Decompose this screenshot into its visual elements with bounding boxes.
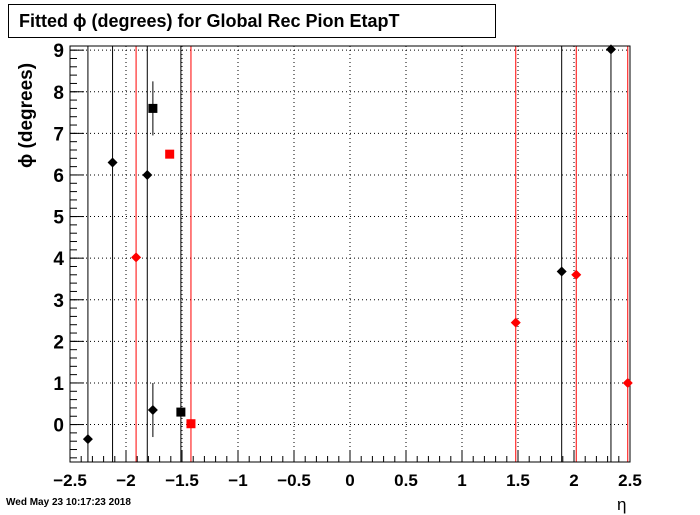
data-markers xyxy=(82,44,633,445)
timestamp: Wed May 23 10:17:23 2018 xyxy=(6,497,131,508)
y-axis-label: ϕ (degrees) xyxy=(16,62,37,168)
x-tick-label: 2 xyxy=(569,471,578,490)
y-tick-label: 5 xyxy=(53,208,64,229)
x-tick-label: 0 xyxy=(345,471,354,490)
diamond-marker xyxy=(556,266,567,277)
y-tick-label: 0 xyxy=(53,416,64,437)
x-tick-label: −1.5 xyxy=(165,471,199,490)
diamond-marker xyxy=(147,405,158,415)
diamond-marker xyxy=(131,252,142,263)
x-tick-label: 0.5 xyxy=(394,471,418,490)
x-tick-label: −2 xyxy=(116,471,135,490)
y-tick-label: 4 xyxy=(53,249,64,270)
square-marker xyxy=(176,407,186,417)
diamond-marker xyxy=(605,44,616,55)
y-tick-label: 6 xyxy=(53,166,64,187)
y-tick-label: 1 xyxy=(53,374,64,395)
error-lines xyxy=(87,46,629,462)
x-tick-label: 1.5 xyxy=(506,471,530,490)
x-tick-label: −1 xyxy=(228,471,247,490)
diamond-marker xyxy=(622,377,633,388)
diamond-marker xyxy=(571,269,582,280)
square-marker xyxy=(186,419,196,429)
diamond-marker xyxy=(107,157,118,168)
y-tick-label: 2 xyxy=(53,332,64,353)
chart-title: Fitted ϕ (degrees) for Global Rec Pion E… xyxy=(8,4,496,38)
diamond-marker xyxy=(142,169,153,180)
axis-ticks xyxy=(69,49,631,462)
grid xyxy=(70,46,630,462)
y-tick-label: 7 xyxy=(53,124,64,145)
diamond-marker xyxy=(510,317,521,328)
x-axis-label: η xyxy=(617,495,627,514)
y-tick-label: 8 xyxy=(53,83,64,104)
y-tick-label: 9 xyxy=(53,41,64,62)
x-tick-label: −2.5 xyxy=(53,471,87,490)
square-marker xyxy=(165,149,175,159)
y-tick-label: 3 xyxy=(53,291,64,312)
x-tick-label: 1 xyxy=(457,471,466,490)
x-tick-label: 2.5 xyxy=(618,471,642,490)
tick-labels: −2.5 −2 −1.5 −1 −0.5 0 0.5 1 1.5 2 2.5 0 1 2 3 4 5 6 7 8 9 xyxy=(53,41,642,490)
square-marker xyxy=(148,103,158,113)
diamond-marker xyxy=(82,434,93,445)
x-tick-label: −0.5 xyxy=(277,471,311,490)
